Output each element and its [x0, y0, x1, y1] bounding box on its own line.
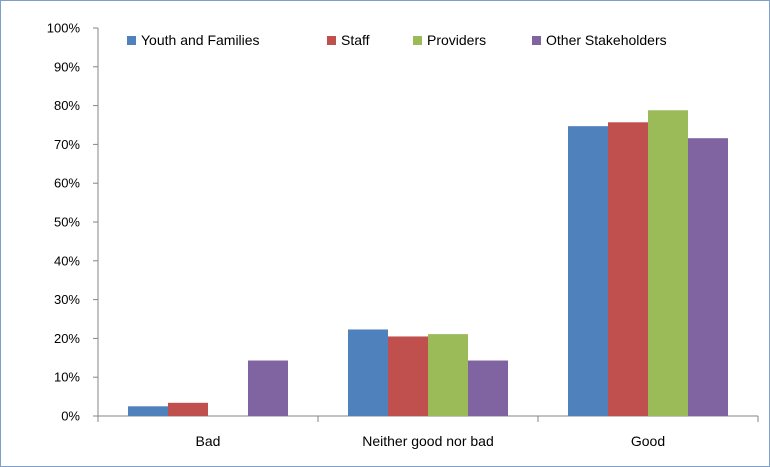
y-tick-label: 0%	[61, 409, 80, 424]
category-label: Neither good nor bad	[362, 433, 494, 449]
category-label: Good	[631, 433, 665, 449]
legend-label: Staff	[341, 32, 370, 48]
bar	[168, 402, 208, 416]
bar	[248, 360, 288, 416]
bar	[688, 138, 728, 416]
legend-label: Providers	[427, 32, 486, 48]
legend-swatch	[327, 36, 336, 45]
y-tick-label: 20%	[54, 331, 80, 346]
y-tick-label: 90%	[54, 59, 80, 74]
bar	[648, 110, 688, 417]
bar	[568, 126, 608, 416]
category-labels: Bad Neither good nor bad Good	[196, 433, 666, 449]
y-tick-label: 10%	[54, 370, 80, 385]
y-tick-label: 30%	[54, 292, 80, 307]
x-axis-ticks	[97, 416, 759, 422]
bar	[348, 329, 388, 416]
y-tick-label: 80%	[54, 98, 80, 113]
bar	[428, 334, 468, 416]
legend-label: Youth and Families	[141, 32, 260, 48]
y-tick-label: 60%	[54, 176, 80, 191]
legend-swatch	[127, 36, 136, 45]
legend-label: Other Stakeholders	[546, 32, 667, 48]
bar	[128, 406, 168, 416]
bar	[468, 360, 508, 416]
y-tick-label: 70%	[54, 137, 80, 152]
legend: Youth and Families Staff Providers Other St…	[127, 32, 667, 48]
category-label: Bad	[196, 433, 221, 449]
legend-swatch	[413, 36, 422, 45]
y-tick-label: 100%	[47, 21, 81, 36]
bar	[388, 336, 428, 416]
bars-group	[128, 110, 728, 417]
y-tick-label: 40%	[54, 253, 80, 268]
legend-swatch	[532, 36, 541, 45]
bar	[608, 122, 648, 416]
y-axis-ticks: 0% 10% 20% 30% 40% 50% 60% 70% 80% 90% 100%	[47, 21, 98, 424]
y-tick-label: 50%	[54, 215, 80, 230]
